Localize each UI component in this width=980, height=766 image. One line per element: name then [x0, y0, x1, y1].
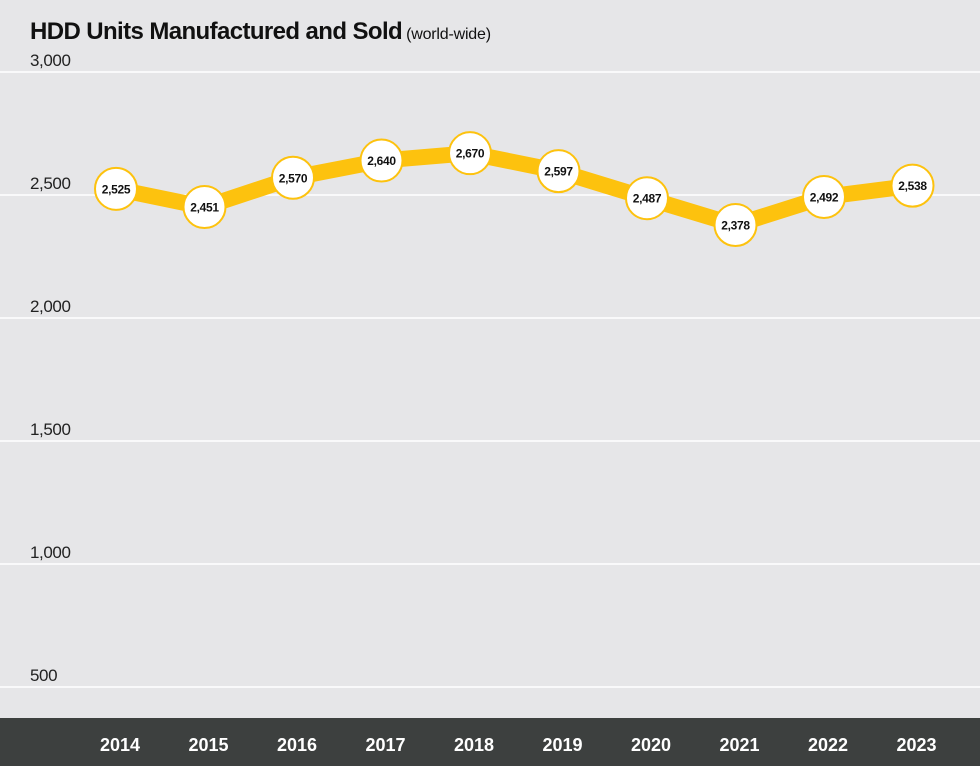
- series-line: [108, 145, 921, 234]
- y-tick-label: 1,500: [30, 420, 71, 439]
- data-label: 2,492: [810, 190, 839, 204]
- x-tick-label: 2022: [808, 735, 848, 755]
- x-tick-label: 2014: [100, 735, 140, 755]
- y-tick-label: 3,000: [30, 51, 71, 70]
- x-tick-label: 2023: [896, 735, 936, 755]
- data-label: 2,378: [721, 219, 750, 233]
- data-label: 2,487: [633, 192, 662, 206]
- data-markers: 2,525 2,451 2,570 2,640 2,670 2,597 2,487 2,378…: [94, 131, 935, 248]
- x-tick-label: 2019: [542, 735, 582, 755]
- series-line-group: [108, 145, 921, 234]
- x-tick-label: 2021: [719, 735, 759, 755]
- x-tick-label: 2020: [631, 735, 671, 755]
- data-label: 2,597: [544, 165, 573, 179]
- x-tick-label: 2017: [365, 735, 405, 755]
- y-tick-label: 1,000: [30, 543, 71, 562]
- chart-title-block: HDD Units Manufactured and Sold (world-wi…: [30, 18, 491, 46]
- data-point: [448, 131, 492, 176]
- chart-title: HDD Units Manufactured and Sold: [30, 18, 403, 45]
- data-point: [182, 185, 227, 230]
- data-label: 2,640: [367, 154, 396, 168]
- data-point: [890, 163, 935, 208]
- data-label: 2,670: [456, 147, 485, 161]
- x-tick-label: 2015: [188, 735, 228, 755]
- data-label: 2,525: [102, 182, 131, 196]
- chart-subtitle: (world-wide): [406, 26, 491, 43]
- data-point: [94, 166, 138, 211]
- data-point: [536, 149, 581, 194]
- data-point: [625, 176, 669, 221]
- data-point: [713, 203, 758, 248]
- data-point: [359, 138, 404, 183]
- y-tick-label: 2,000: [30, 297, 71, 316]
- y-tick-label: 2,500: [30, 174, 71, 193]
- data-point: [802, 174, 846, 219]
- x-tick-label: 2018: [454, 735, 494, 755]
- y-axis: 500 1,000 1,500 2,000 2,500 3,000: [30, 51, 71, 685]
- data-label: 2,570: [279, 171, 308, 185]
- y-tick-label: 500: [30, 666, 57, 685]
- x-axis: 2014 2015 2016 2017 2018 2019 2020 2021 2022 2023: [100, 735, 937, 755]
- data-label: 2,451: [190, 201, 219, 215]
- data-label: 2,538: [898, 179, 927, 193]
- x-tick-label: 2016: [277, 735, 317, 755]
- x-axis-band: [0, 718, 980, 766]
- data-point: [271, 155, 315, 200]
